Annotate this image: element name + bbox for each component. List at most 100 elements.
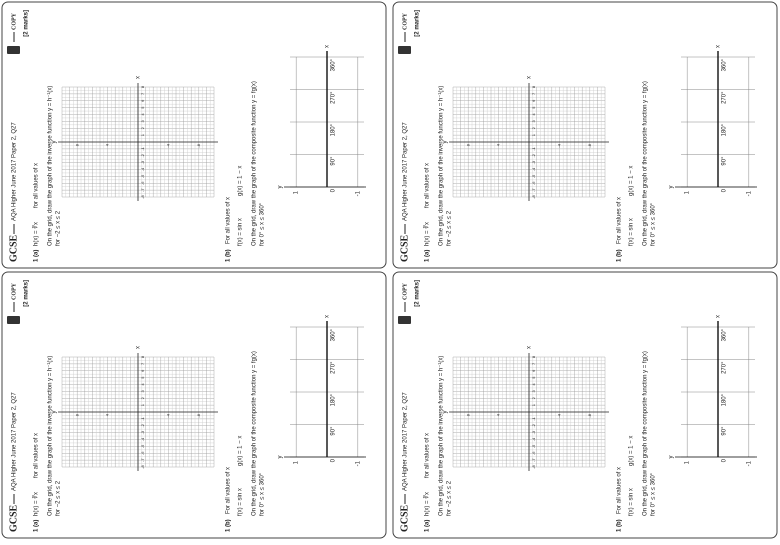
x-tick-label: -1 bbox=[140, 146, 145, 150]
x-tick-label: 7 bbox=[531, 92, 536, 95]
x-tick-label: 6 bbox=[531, 369, 536, 372]
x-tick-label: -6 bbox=[140, 181, 145, 185]
note: for all values of x bbox=[425, 163, 431, 208]
x-tick-label: 360° bbox=[331, 58, 337, 71]
source: AQA Higher June 2017 Paper 2, Q27 bbox=[403, 392, 409, 491]
x-tick-label: 7 bbox=[531, 362, 536, 365]
instruction: On the grid, draw the graph of the inver… bbox=[439, 86, 445, 246]
x-axis-label: x bbox=[527, 76, 533, 79]
x-tick-label: -3 bbox=[531, 160, 536, 164]
x-tick-label: -8 bbox=[531, 194, 536, 198]
part-label: 1 (a) bbox=[425, 250, 431, 262]
y-tick-label: -8 bbox=[587, 143, 592, 147]
x-tick-label: 2 bbox=[140, 126, 145, 129]
instruction: On the grid, draw the graph of the compo… bbox=[252, 81, 258, 246]
part-label: 1 (b) bbox=[226, 519, 232, 532]
x-tick-label: 6 bbox=[140, 99, 145, 102]
x-tick-label: 360° bbox=[722, 58, 728, 71]
x-tick-label: 1 bbox=[531, 403, 536, 406]
y-tick-label: -1 bbox=[355, 460, 361, 466]
x-tick-label: 0 bbox=[722, 188, 728, 192]
x-tick-label: 5 bbox=[140, 106, 145, 109]
x-tick-label: 360° bbox=[331, 328, 337, 341]
y-tick-label: 4 bbox=[105, 143, 110, 146]
x-tick-label: 0 bbox=[722, 458, 728, 462]
y-tick-label: 8 bbox=[74, 413, 79, 416]
x-tick-label: -8 bbox=[140, 194, 145, 198]
y-tick-label: 1 bbox=[294, 190, 300, 194]
y-tick-label: 1 bbox=[294, 460, 300, 464]
instruction: On the grid, draw the graph of the compo… bbox=[643, 351, 649, 516]
x-tick-label: -3 bbox=[531, 430, 536, 434]
x-tick-label: 1 bbox=[140, 133, 145, 136]
x-tick-label: 4 bbox=[531, 113, 536, 116]
source: AQA Higher June 2017 Paper 2, Q27 bbox=[403, 122, 409, 221]
function: g(x) = 1 − x bbox=[238, 436, 244, 466]
y-tick-label: -1 bbox=[746, 190, 752, 196]
copy: COPY bbox=[402, 282, 408, 300]
part-label: 1 (b) bbox=[617, 249, 623, 262]
x-tick-label: -3 bbox=[140, 430, 145, 434]
note: for all values of x bbox=[34, 163, 40, 208]
x-axis-label: x bbox=[716, 315, 722, 318]
x-tick-label: -6 bbox=[140, 451, 145, 455]
worksheet: GCSE AQA Higher June 2017 Paper 2, Q27 COP… bbox=[398, 280, 757, 532]
x-tick-label: 7 bbox=[140, 92, 145, 95]
range: for −2 ≤ x ≤ 2 bbox=[447, 480, 453, 516]
y-tick-label: -1 bbox=[746, 460, 752, 466]
x-tick-label: 180° bbox=[722, 393, 728, 406]
x-tick-label: -7 bbox=[140, 458, 145, 462]
part-label: 1 (a) bbox=[34, 520, 40, 532]
x-tick-label: 3 bbox=[140, 389, 145, 392]
x-tick-label: -2 bbox=[140, 423, 145, 427]
x-tick-label: 180° bbox=[331, 393, 337, 406]
copy: COPY bbox=[11, 282, 17, 300]
x-axis-label: x bbox=[136, 76, 142, 79]
x-tick-label: 2 bbox=[531, 126, 536, 129]
y-tick-label: 4 bbox=[496, 413, 501, 416]
range: for −2 ≤ x ≤ 2 bbox=[447, 210, 453, 246]
x-tick-label: -1 bbox=[140, 416, 145, 420]
x-tick-label: -2 bbox=[140, 153, 145, 157]
x-axis-label: x bbox=[527, 346, 533, 349]
y-tick-label: 1 bbox=[685, 190, 691, 194]
x-tick-label: 270° bbox=[722, 91, 728, 104]
range: for 0° ≤ x ≤ 360° bbox=[260, 472, 266, 516]
x-tick-label: 270° bbox=[331, 91, 337, 104]
copy-icon bbox=[398, 46, 411, 54]
function: h(x) = ∛x bbox=[424, 222, 431, 246]
y-tick-label: 8 bbox=[465, 413, 470, 416]
x-tick-label: 8 bbox=[140, 85, 145, 88]
worksheet: GCSE AQA Higher June 2017 Paper 2, Q27 COP… bbox=[7, 280, 366, 532]
marks: [2 marks] bbox=[24, 280, 30, 307]
x-tick-label: 90° bbox=[331, 156, 337, 166]
part-label: 1 (a) bbox=[425, 520, 431, 532]
function: g(x) = 1 − x bbox=[629, 166, 635, 196]
instruction: On the grid, draw the graph of the inver… bbox=[48, 86, 54, 246]
x-axis-label: x bbox=[716, 45, 722, 48]
x-tick-label: -4 bbox=[531, 437, 536, 441]
function: f(x) = sin x bbox=[629, 218, 635, 246]
x-tick-label: -1 bbox=[531, 416, 536, 420]
note: for all values of x bbox=[34, 433, 40, 478]
x-tick-label: 1 bbox=[531, 133, 536, 136]
x-tick-label: -7 bbox=[140, 188, 145, 192]
x-tick-label: -3 bbox=[140, 160, 145, 164]
x-tick-label: -8 bbox=[531, 464, 536, 468]
instruction: On the grid, draw the graph of the compo… bbox=[643, 81, 649, 246]
x-tick-label: 0 bbox=[331, 188, 337, 192]
worksheet: GCSE AQA Higher June 2017 Paper 2, Q27 COP… bbox=[398, 10, 757, 262]
x-tick-label: -2 bbox=[531, 153, 536, 157]
intro: For all values of x bbox=[226, 197, 232, 244]
x-tick-label: 270° bbox=[722, 361, 728, 374]
source: AQA Higher June 2017 Paper 2, Q27 bbox=[12, 392, 18, 491]
part-label: 1 (b) bbox=[617, 519, 623, 532]
source: AQA Higher June 2017 Paper 2, Q27 bbox=[12, 122, 18, 221]
range: for −2 ≤ x ≤ 2 bbox=[56, 210, 62, 246]
x-tick-label: 4 bbox=[140, 113, 145, 116]
range: for −2 ≤ x ≤ 2 bbox=[56, 480, 62, 516]
function: f(x) = sin x bbox=[238, 218, 244, 246]
x-axis-label: x bbox=[325, 45, 331, 48]
range: for 0° ≤ x ≤ 360° bbox=[651, 472, 657, 516]
